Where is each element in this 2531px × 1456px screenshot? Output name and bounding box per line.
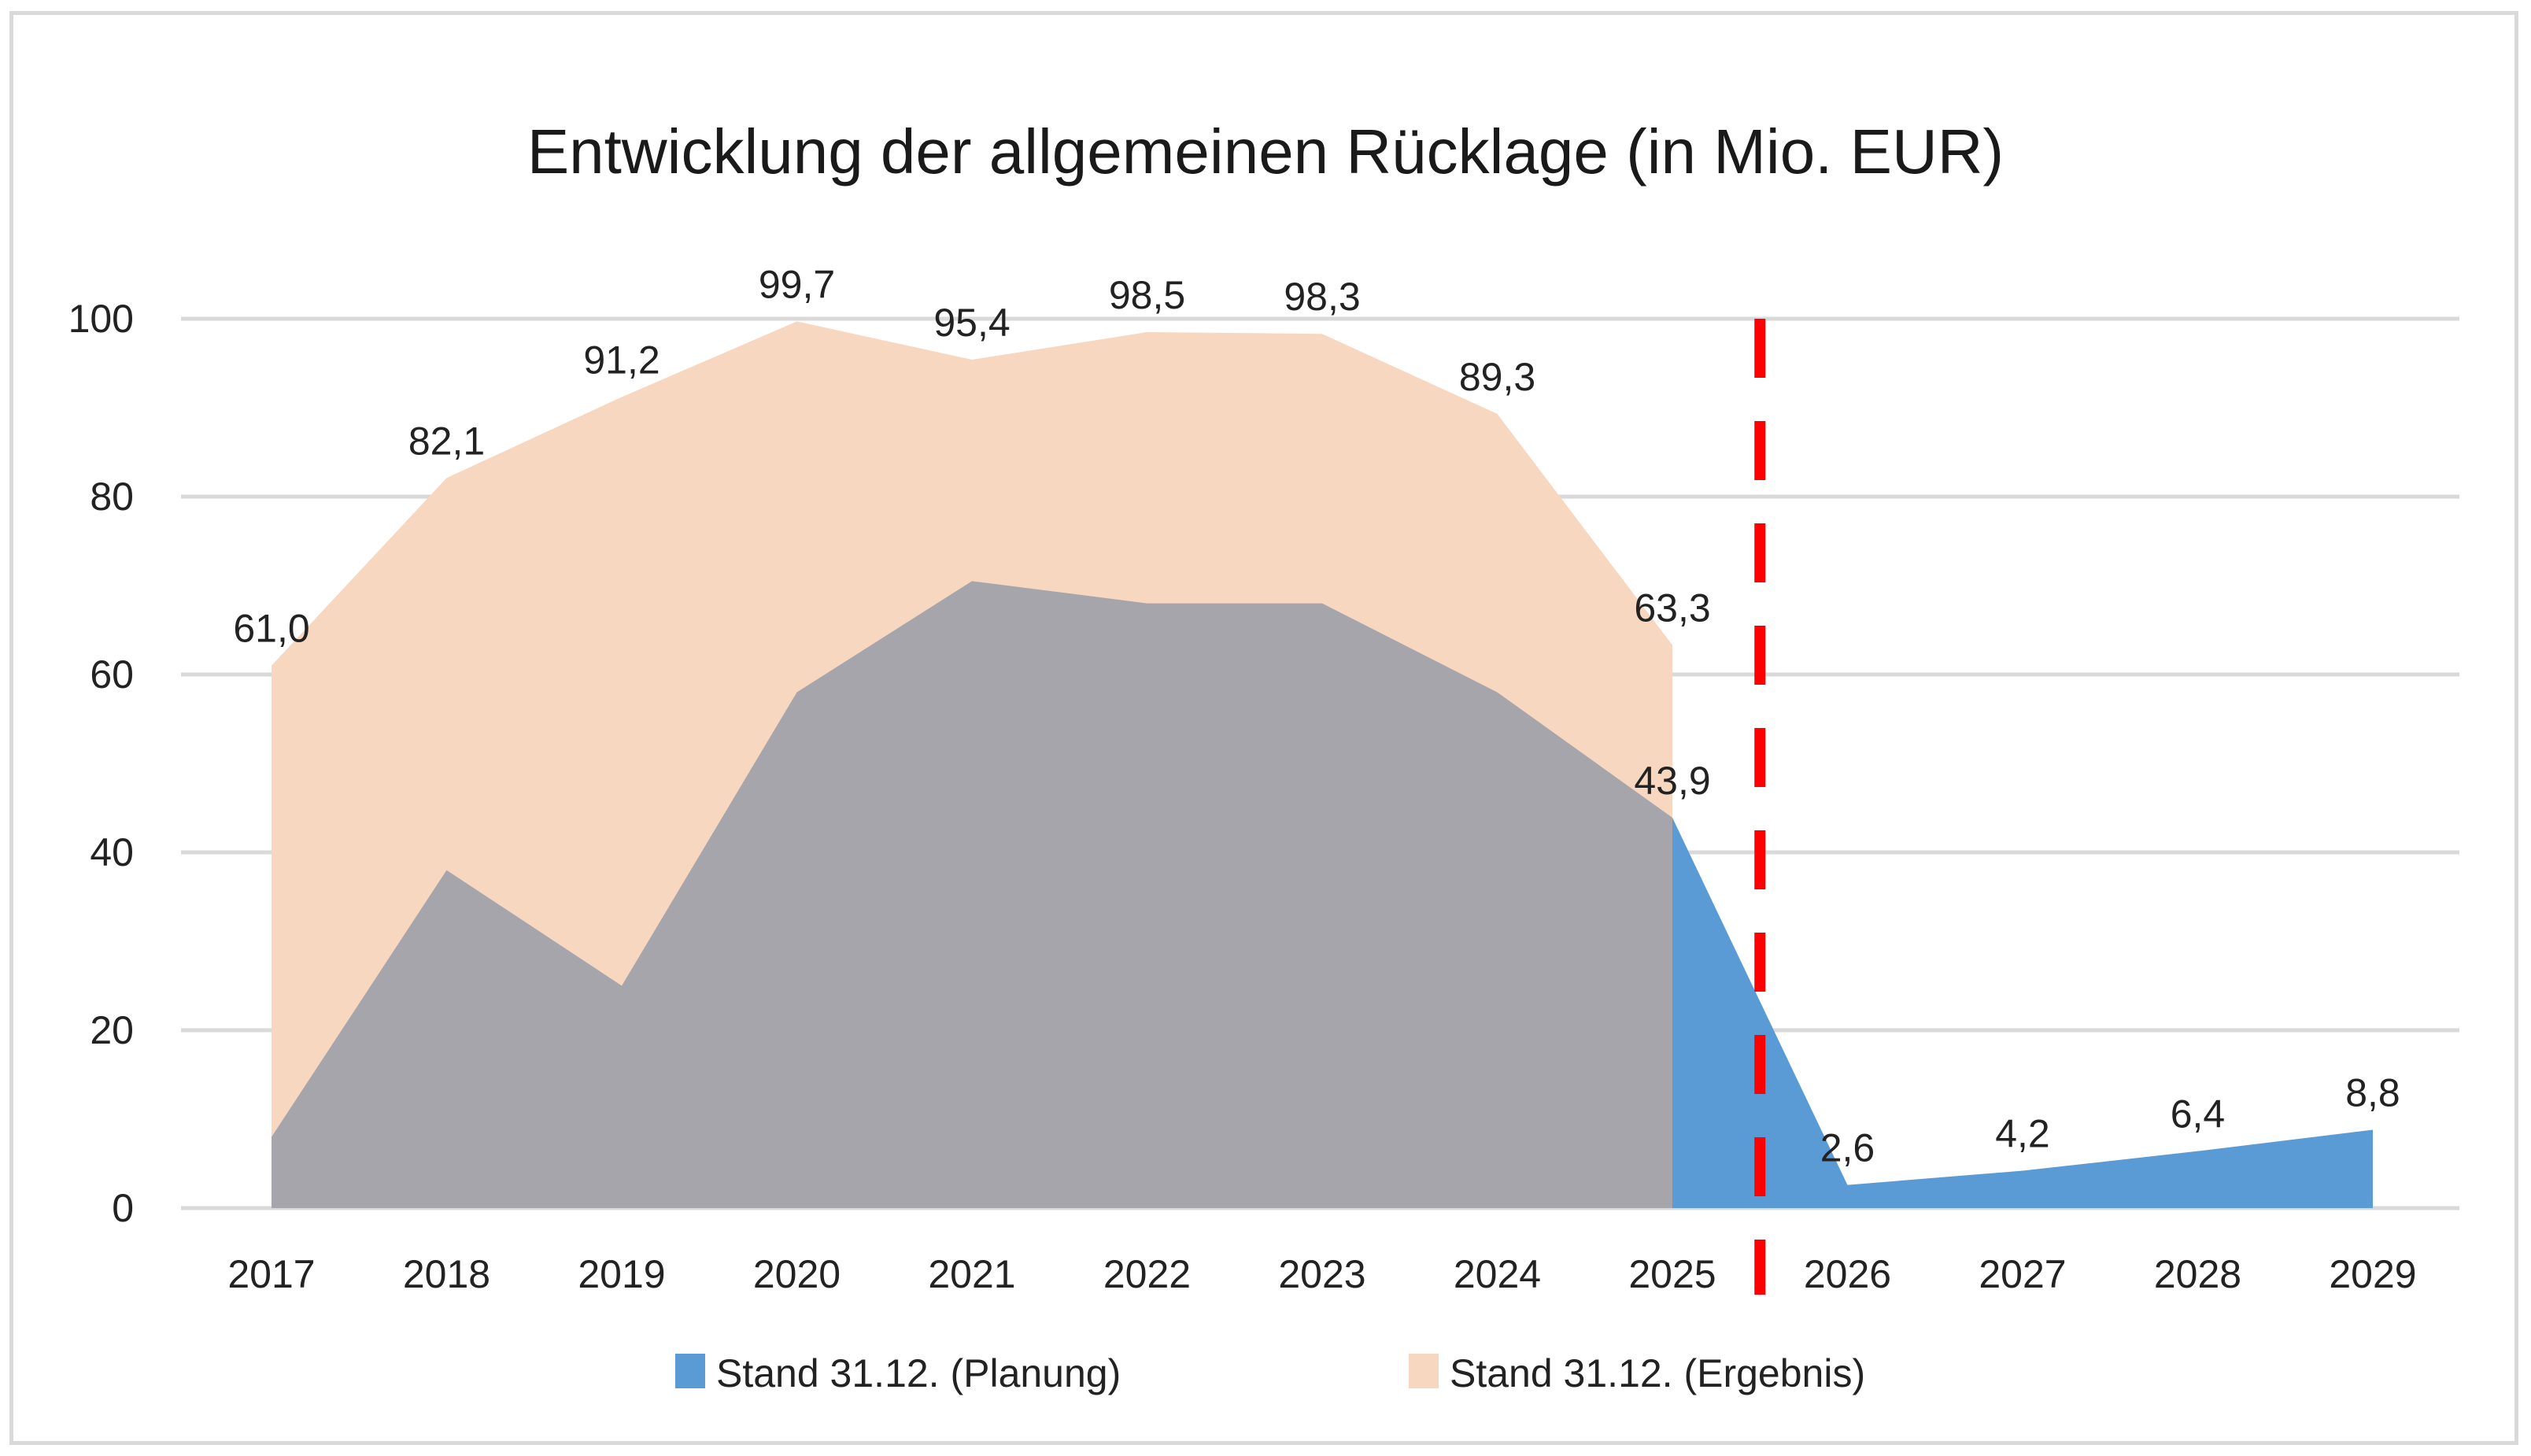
legend-label-planung: Stand 31.12. (Planung) [716, 1351, 1121, 1395]
x-tick-label: 2021 [928, 1252, 1015, 1296]
data-label-ergebnis: 95,4 [933, 301, 1010, 345]
legend-swatch-planung [675, 1354, 705, 1388]
x-tick-label: 2023 [1278, 1252, 1365, 1296]
y-tick-label: 60 [90, 652, 134, 697]
x-tick-label: 2019 [578, 1252, 665, 1296]
data-label-ergebnis: 98,3 [1284, 275, 1360, 319]
data-label-planung: 6,4 [2171, 1092, 2226, 1136]
data-label-ergebnis: 91,2 [583, 338, 660, 382]
data-label-ergebnis: 63,3 [1634, 586, 1710, 630]
y-tick-label: 100 [68, 297, 134, 341]
data-label-ergebnis: 61,0 [233, 607, 309, 651]
data-label-planung: 4,2 [1995, 1112, 2050, 1156]
x-tick-label: 2025 [1628, 1252, 1716, 1296]
y-tick-label: 20 [90, 1008, 134, 1052]
legend-label-ergebnis: Stand 31.12. (Ergebnis) [1450, 1351, 1865, 1395]
data-label-planung: 2,6 [1820, 1126, 1875, 1170]
x-tick-label: 2020 [753, 1252, 841, 1296]
data-label-ergebnis: 89,3 [1459, 355, 1535, 399]
x-tick-label: 2018 [403, 1252, 490, 1296]
x-tick-label: 2027 [1979, 1252, 2066, 1296]
y-axis: 0 20 40 60 80 100 [68, 297, 134, 1230]
chart-title: Entwicklung der allgemeinen Rücklage (in… [527, 116, 2004, 187]
y-tick-label: 80 [90, 475, 134, 519]
data-label-planung: 8,8 [2345, 1071, 2400, 1115]
legend-swatch-ergebnis [1409, 1354, 1439, 1388]
x-tick-label: 2022 [1103, 1252, 1191, 1296]
legend: Stand 31.12. (Planung) Stand 31.12. (Erg… [675, 1351, 1865, 1395]
x-tick-label: 2029 [2329, 1252, 2416, 1296]
x-tick-label: 2028 [2154, 1252, 2241, 1296]
data-label-ergebnis: 98,5 [1109, 273, 1185, 317]
legend-item-planung[interactable]: Stand 31.12. (Planung) [675, 1351, 1121, 1395]
data-label-ergebnis: 82,1 [408, 419, 485, 463]
data-labels: 61,0 82,1 91,2 99,7 95,4 98,5 98,3 89,3 63,3 43,9… [233, 262, 2400, 1170]
y-tick-label: 0 [112, 1186, 134, 1230]
data-label-planung: 43,9 [1634, 759, 1710, 803]
area-planung [1672, 817, 2373, 1208]
x-tick-label: 2017 [227, 1252, 315, 1296]
x-tick-label: 2024 [1454, 1252, 1541, 1296]
x-tick-label: 2026 [1804, 1252, 1891, 1296]
x-axis: 2017 2018 2019 2020 2021 2022 2023 2024 2025 2026… [227, 1252, 2416, 1296]
plot-areas [272, 321, 2373, 1208]
data-label-ergebnis: 99,7 [759, 262, 835, 306]
y-tick-label: 40 [90, 830, 134, 874]
area-planung-overlap [272, 581, 1672, 1208]
legend-item-ergebnis[interactable]: Stand 31.12. (Ergebnis) [1409, 1351, 1865, 1395]
